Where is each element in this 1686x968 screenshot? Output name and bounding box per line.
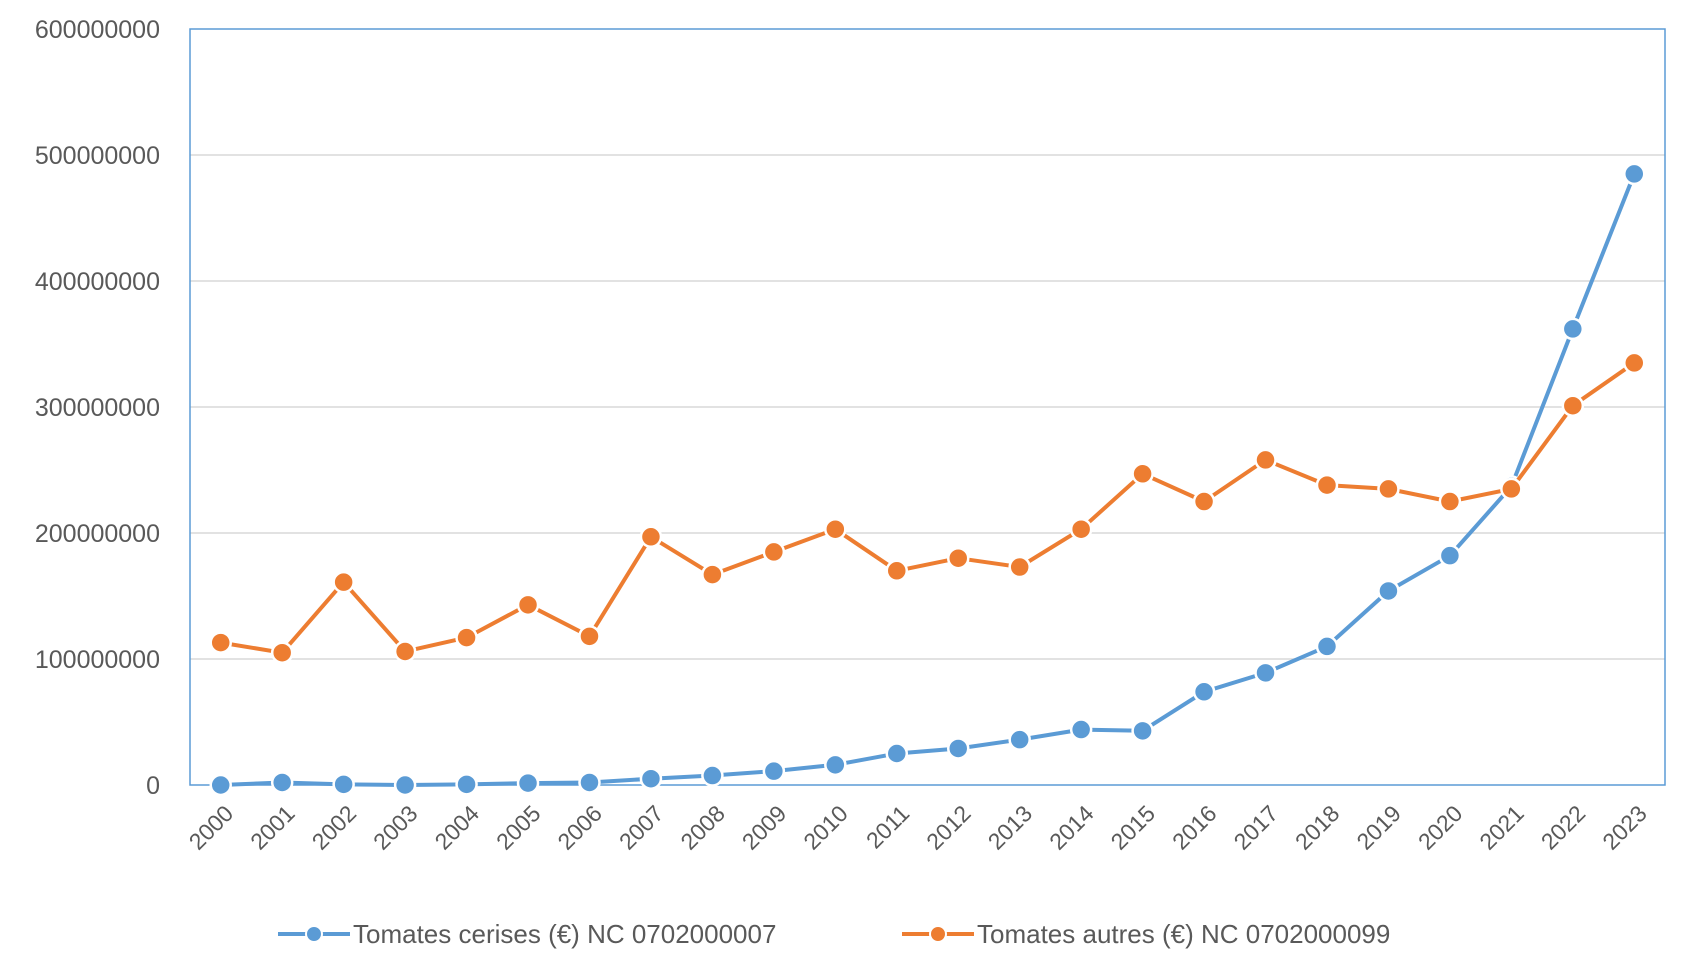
data-point [1192,490,1216,513]
data-point [701,563,724,586]
data-point [516,593,540,617]
data-point [209,631,232,654]
y-tick-label: 0 [146,772,160,800]
y-tick-label: 500000000 [35,142,160,170]
y-tick-label: 300000000 [35,394,160,422]
data-point [270,771,294,794]
data-point [1254,448,1277,472]
data-point [455,773,478,796]
plot-area-border [189,28,1666,786]
data-point [1131,462,1154,486]
series-1 [209,162,1646,797]
legend-label: Tomates autres (€) NC 0702000099 [977,919,1390,949]
data-point [1069,517,1093,541]
data-point [1008,728,1031,751]
series-lines [209,162,1646,797]
legend-item: Tomates autres (€) NC 0702000099 [902,919,1390,949]
data-point [1315,473,1339,497]
y-tick-label: 100000000 [35,646,160,674]
series-2 [209,351,1646,664]
data-point [1561,394,1585,417]
data-point [270,641,294,664]
data-point [1315,635,1339,658]
data-point [393,640,417,663]
legend-marker [305,925,323,943]
data-point [1254,661,1277,685]
data-point [824,753,847,777]
data-point [1008,555,1031,579]
data-point [1500,477,1523,501]
y-axis-tick-labels: 0 100000000 200000000 300000000 400000000 500… [35,16,160,800]
data-point [578,625,601,648]
data-point [1561,317,1585,341]
y-tick-label: 600000000 [35,16,160,44]
data-point [209,773,232,797]
data-point [885,559,909,583]
data-point [578,771,601,794]
legend-marker [929,925,947,943]
data-point [516,771,540,795]
data-point [332,773,355,796]
data-point [1131,719,1154,743]
data-point [393,773,417,797]
data-point [1623,351,1646,375]
y-tick-label: 200000000 [35,520,160,548]
data-point [762,759,786,783]
data-point [824,517,847,541]
data-point [701,764,724,787]
data-point [946,737,970,760]
data-point [762,540,786,564]
data-point [1438,490,1462,513]
data-point [1377,477,1400,501]
data-point [1438,544,1462,567]
data-point [1377,579,1400,603]
data-point [1069,718,1093,741]
data-point [639,767,663,790]
legend-item: Tomates cerises (€) NC 0702000007 [278,919,776,949]
data-point [332,570,355,594]
data-point [1623,162,1646,186]
data-point [885,742,909,765]
legend: Tomates cerises (€) NC 0702000007 Tomates… [278,919,1390,949]
legend-label: Tomates cerises (€) NC 0702000007 [353,919,776,949]
data-point [639,525,663,549]
gridlines [190,154,1665,660]
data-point [455,626,478,649]
data-point [1192,680,1216,704]
data-point [946,546,970,570]
y-tick-label: 400000000 [35,268,160,296]
